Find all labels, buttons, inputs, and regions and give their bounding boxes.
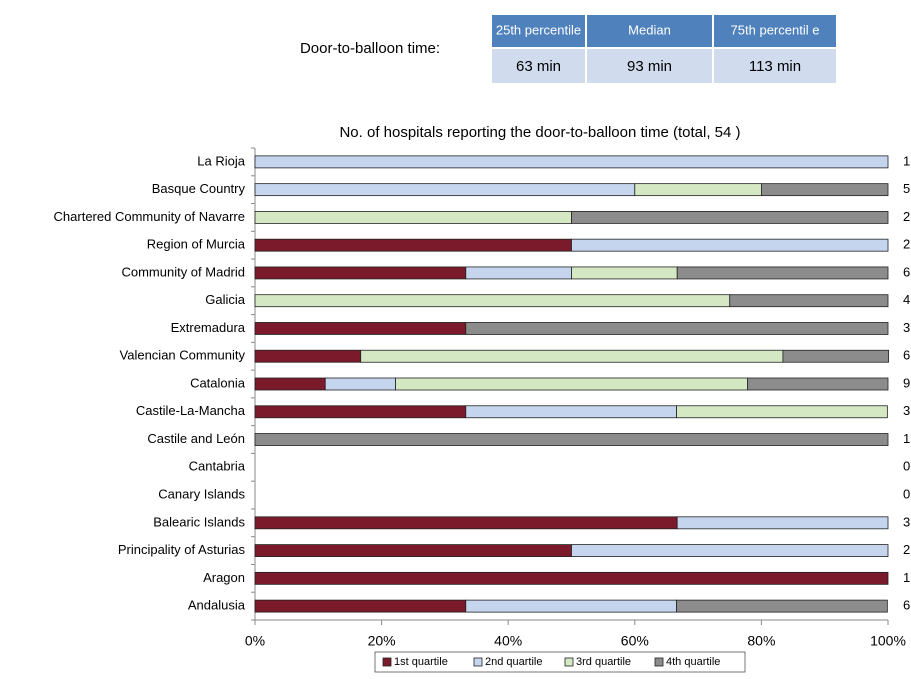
count-label: 6 bbox=[903, 598, 910, 613]
count-label: 3 bbox=[903, 403, 910, 418]
value-text: 63 min bbox=[516, 58, 561, 75]
count-label: 0 bbox=[903, 486, 910, 501]
y-tick-label: Aragon bbox=[203, 570, 245, 585]
header-cell bbox=[492, 15, 585, 47]
bar-segment bbox=[254, 211, 572, 224]
bar-segment bbox=[465, 599, 677, 613]
bar-segment bbox=[634, 183, 762, 197]
legend-label: 1st quartile bbox=[394, 656, 448, 668]
y-tick-label: Castile and León bbox=[147, 431, 245, 446]
bar-segment bbox=[254, 266, 467, 280]
bar-segment bbox=[254, 238, 572, 252]
header-cell bbox=[714, 15, 836, 47]
header-text: 75th percentil e bbox=[731, 22, 820, 37]
bar-segment bbox=[254, 322, 467, 335]
count-label: 5 bbox=[903, 181, 910, 196]
legend-swatch bbox=[654, 657, 664, 667]
bar-segment bbox=[465, 322, 889, 335]
count-label: 1 bbox=[903, 431, 910, 446]
y-tick-label: Valencian Community bbox=[120, 348, 246, 363]
bar-segment bbox=[729, 294, 889, 308]
bar-segment bbox=[254, 405, 467, 419]
bar-segment bbox=[571, 211, 889, 224]
bar-segment bbox=[676, 405, 888, 419]
y-tick-label: Castile-La-Mancha bbox=[136, 403, 246, 418]
header-text: Median bbox=[628, 22, 671, 37]
bar-segment bbox=[747, 377, 889, 391]
header-cell bbox=[587, 15, 712, 47]
bar-segment bbox=[254, 599, 467, 613]
legend-swatch bbox=[382, 657, 392, 667]
bar-segment bbox=[360, 349, 784, 363]
bar-segment bbox=[676, 516, 889, 530]
legend-label: 3rd quartile bbox=[576, 656, 631, 668]
bar-segment bbox=[254, 516, 678, 530]
y-tick-label: Region of Murcia bbox=[147, 237, 246, 252]
y-tick-label: Catalonia bbox=[190, 375, 246, 390]
y-tick-label: Canary Islands bbox=[158, 486, 245, 501]
value-cell bbox=[714, 49, 836, 83]
y-tick-label: Cantabria bbox=[189, 459, 246, 474]
bar-segment bbox=[254, 571, 889, 585]
x-tick-label: 60% bbox=[621, 633, 649, 649]
bar-segment bbox=[571, 266, 678, 280]
bar-segment bbox=[676, 599, 888, 613]
count-label: 9 bbox=[903, 375, 910, 390]
legend-swatch bbox=[473, 657, 483, 667]
count-label: 0 bbox=[903, 459, 910, 474]
bar-segment bbox=[254, 183, 636, 197]
bar-segment bbox=[254, 349, 362, 363]
bar-segment bbox=[465, 266, 572, 280]
count-label: 3 bbox=[903, 514, 910, 529]
y-tick-label: Community of Madrid bbox=[121, 264, 245, 279]
bar-segment bbox=[324, 377, 396, 391]
y-tick-label: Basque Country bbox=[152, 181, 246, 196]
count-label: 6 bbox=[903, 264, 910, 279]
count-label: 2 bbox=[903, 237, 910, 252]
legend-box bbox=[374, 651, 746, 673]
count-label: 2 bbox=[903, 542, 910, 557]
header-text: 25th percentile bbox=[496, 22, 581, 37]
x-tick-label: 100% bbox=[870, 633, 906, 649]
value-cell bbox=[587, 49, 712, 83]
count-label: 1 bbox=[903, 570, 910, 585]
value-cell bbox=[492, 49, 585, 83]
value-text: 93 min bbox=[627, 58, 672, 75]
y-tick-label: Andalusia bbox=[188, 598, 246, 613]
table-label: Door-to-balloon time: bbox=[300, 40, 440, 57]
y-tick-label: Galicia bbox=[205, 292, 246, 307]
x-tick-label: 0% bbox=[245, 633, 265, 649]
bar-segment bbox=[254, 544, 572, 557]
value-text: 113 min bbox=[749, 58, 801, 75]
bar-segment bbox=[254, 433, 889, 446]
x-tick-label: 40% bbox=[494, 633, 522, 649]
count-label: 6 bbox=[903, 348, 910, 363]
bar-segment bbox=[571, 544, 889, 557]
y-tick-label: Principality of Asturias bbox=[118, 542, 246, 557]
y-tick-label: Chartered Community of Navarre bbox=[54, 209, 245, 224]
count-label: 1 bbox=[903, 153, 910, 168]
chart-title: No. of hospitals reporting the door-to-b… bbox=[339, 124, 740, 141]
bar-segment bbox=[465, 405, 677, 419]
x-tick-label: 20% bbox=[368, 633, 396, 649]
count-label: 3 bbox=[903, 320, 910, 335]
y-tick-label: Extremadura bbox=[171, 320, 246, 335]
bar-segment bbox=[676, 266, 889, 280]
bar-segment bbox=[761, 183, 889, 197]
count-label: 2 bbox=[903, 209, 910, 224]
legend-label: 2nd quartile bbox=[485, 656, 543, 668]
y-tick-label: La Rioja bbox=[197, 153, 245, 168]
bar-segment bbox=[395, 377, 748, 391]
bar-segment bbox=[254, 377, 326, 391]
bar-segment bbox=[254, 294, 731, 308]
x-tick-label: 80% bbox=[747, 633, 775, 649]
bar-segment bbox=[571, 238, 889, 252]
y-tick-label: Balearic Islands bbox=[153, 514, 245, 529]
legend-swatch bbox=[564, 657, 574, 667]
legend-label: 4th quartile bbox=[666, 656, 720, 668]
bar-segment bbox=[782, 349, 890, 363]
bar-segment bbox=[254, 155, 889, 169]
count-label: 4 bbox=[903, 292, 910, 307]
